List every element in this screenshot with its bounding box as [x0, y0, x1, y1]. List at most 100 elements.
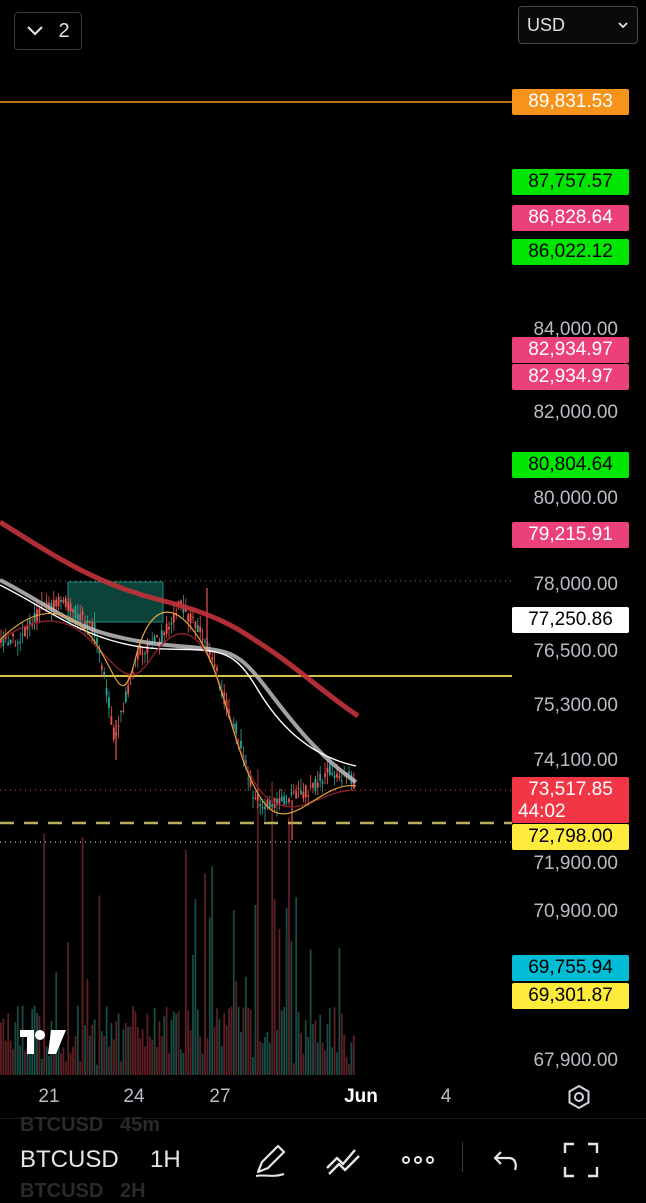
volume-bar: [16, 1006, 19, 1075]
volume-bar: [170, 1019, 173, 1075]
volume-bar: [290, 941, 293, 1075]
volume-bar: [0, 1022, 2, 1075]
volume-bar: [122, 1029, 125, 1075]
candle-body: [168, 626, 170, 630]
candle-body: [14, 644, 17, 646]
volume-bar: [132, 1006, 134, 1075]
candle-body: [256, 794, 259, 801]
volume-bar: [120, 1061, 122, 1075]
candle-body: [300, 790, 302, 795]
time-axis-label: 21: [38, 1086, 60, 1107]
candle-body: [199, 626, 202, 633]
candles: [0, 588, 355, 840]
volume-bar: [247, 1007, 250, 1075]
volume-bar: [240, 1031, 242, 1075]
volume-bar: [96, 1064, 98, 1075]
fullscreen-icon[interactable]: [561, 1140, 601, 1180]
candle-body: [304, 785, 307, 798]
candle-body: [187, 614, 190, 622]
volume-bar: [7, 1012, 10, 1075]
volume-bar: [153, 1008, 156, 1075]
candle-body: [141, 653, 144, 655]
volume-bar: [165, 1007, 168, 1075]
volume-bar: [45, 1046, 48, 1075]
volume-bar: [237, 1006, 240, 1075]
candle-body: [208, 650, 211, 656]
candle-body: [72, 609, 74, 613]
candle-body: [38, 608, 41, 614]
volume-bar: [350, 1042, 353, 1075]
candle-body: [108, 697, 110, 708]
indicators-icon[interactable]: [323, 1140, 363, 1180]
volume-bar: [314, 1020, 317, 1075]
volume-bar: [259, 1041, 262, 1075]
candle-body: [129, 683, 132, 685]
volume-bar: [115, 1021, 118, 1075]
candle-body: [98, 649, 101, 654]
volume-bar: [285, 907, 288, 1075]
volume-bar: [103, 1035, 106, 1075]
symbol-ghost-above: BTCUSD 45m: [20, 1114, 161, 1136]
zone-rect: [67, 581, 164, 623]
volume-bars: [0, 769, 355, 1075]
volume-bar: [242, 1007, 245, 1075]
candle-body: [211, 657, 214, 660]
undo-icon[interactable]: [487, 1140, 527, 1180]
candle-body: [182, 605, 185, 613]
layout-button[interactable]: 2: [14, 12, 82, 50]
volume-bar: [12, 1048, 14, 1075]
candle-body: [88, 621, 91, 624]
volume-bar: [139, 1038, 142, 1075]
brush-icon[interactable]: [250, 1140, 290, 1180]
currency-select[interactable]: USD: [518, 6, 638, 44]
more-icon[interactable]: [398, 1140, 438, 1180]
price-axis-label: 82,000.00: [533, 402, 618, 423]
volume-bar: [43, 833, 46, 1075]
volume-bar: [146, 1013, 149, 1075]
interval-button[interactable]: 1H: [150, 1146, 181, 1173]
volume-bar: [48, 1056, 50, 1075]
candle-body: [348, 771, 350, 775]
volume-bar: [295, 897, 298, 1075]
last-price-tag: 73,517.85 44:02: [512, 777, 629, 823]
candle-body: [204, 641, 206, 643]
candle-body: [100, 665, 103, 670]
candle-body: [139, 646, 142, 655]
symbol-button[interactable]: BTCUSD: [20, 1146, 119, 1173]
volume-bar: [283, 1006, 286, 1075]
candle-body: [213, 664, 216, 667]
price-axis-label: 71,900.00: [533, 853, 618, 874]
candle-body: [249, 776, 252, 787]
volume-bar: [69, 1052, 72, 1075]
volume-bar: [194, 899, 197, 1075]
volume-bar: [316, 1042, 319, 1075]
volume-bar: [72, 1046, 74, 1075]
candle-body: [60, 599, 62, 603]
volume-bar: [232, 910, 235, 1075]
candle-body: [312, 783, 314, 788]
candle-body: [240, 740, 242, 749]
volume-bar: [81, 837, 84, 1075]
candle-body: [7, 642, 10, 646]
candle-body: [328, 763, 331, 775]
candle-body: [86, 620, 89, 629]
candle-body: [336, 773, 338, 778]
candle-body: [124, 691, 127, 703]
price-tag: 77,250.86: [512, 607, 629, 633]
volume-bar: [4, 1040, 7, 1075]
chevron-down-icon: [27, 26, 44, 36]
volume-bar: [177, 1011, 180, 1075]
candle-body: [21, 634, 24, 636]
volume-bar: [312, 1023, 314, 1075]
currency-label: USD: [527, 14, 566, 35]
volume-bar: [19, 1045, 22, 1075]
candle-body: [333, 775, 336, 779]
candle-body: [112, 727, 115, 740]
gear-icon[interactable]: [566, 1084, 592, 1110]
volume-bar: [206, 1038, 209, 1075]
candle-body: [74, 606, 77, 619]
volume-bar: [192, 954, 194, 1075]
candle-body: [132, 672, 134, 674]
candle-body: [326, 767, 329, 773]
